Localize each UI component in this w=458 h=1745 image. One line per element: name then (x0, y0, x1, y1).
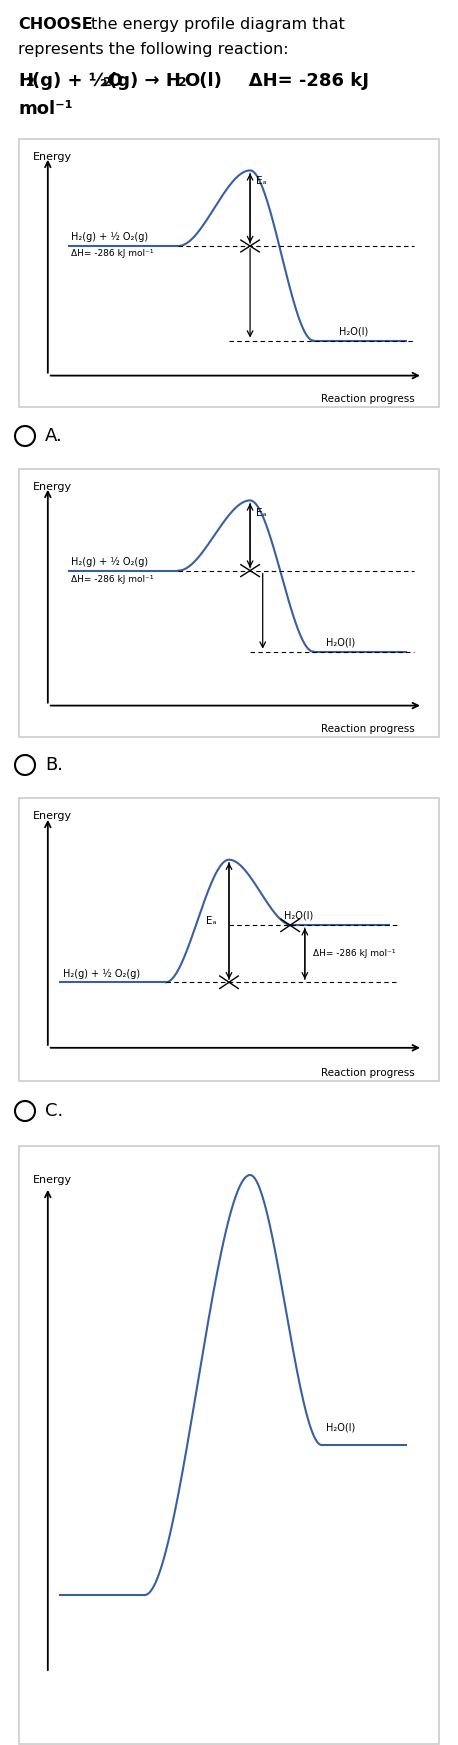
Text: H₂(g) + ½ O₂(g): H₂(g) + ½ O₂(g) (71, 232, 148, 243)
Text: H₂O(l): H₂O(l) (326, 637, 355, 647)
Text: CHOOSE: CHOOSE (18, 17, 93, 31)
Text: H₂O(l): H₂O(l) (284, 911, 313, 921)
Text: H₂(g) + ½ O₂(g): H₂(g) + ½ O₂(g) (63, 968, 140, 979)
Text: ΔH= -286 kJ: ΔH= -286 kJ (230, 72, 369, 91)
Text: Reaction progress: Reaction progress (321, 394, 414, 405)
Text: (g) + ½O: (g) + ½O (32, 72, 123, 91)
Text: O(l): O(l) (184, 72, 222, 91)
Text: Energy: Energy (33, 152, 72, 162)
Text: B.: B. (45, 756, 63, 775)
Text: ΔH= -286 kJ mol⁻¹: ΔH= -286 kJ mol⁻¹ (313, 949, 396, 958)
Text: ΔH= -286 kJ mol⁻¹: ΔH= -286 kJ mol⁻¹ (71, 250, 153, 258)
Text: H₂O(l): H₂O(l) (326, 1422, 355, 1433)
Text: 2: 2 (103, 77, 112, 89)
Text: 2: 2 (178, 77, 187, 89)
Text: (g) → H: (g) → H (109, 72, 181, 91)
Text: Eₐ: Eₐ (256, 508, 267, 518)
Text: Reaction progress: Reaction progress (321, 1068, 414, 1078)
Text: Energy: Energy (33, 1174, 72, 1185)
Text: H: H (18, 72, 33, 91)
Text: Eₐ: Eₐ (256, 176, 267, 185)
Text: A.: A. (45, 428, 63, 445)
Text: H₂(g) + ½ O₂(g): H₂(g) + ½ O₂(g) (71, 557, 148, 567)
Text: Reaction progress: Reaction progress (321, 724, 414, 735)
Text: the energy profile diagram that: the energy profile diagram that (86, 17, 345, 31)
Text: mol⁻¹: mol⁻¹ (18, 99, 73, 119)
Text: ΔH= -286 kJ mol⁻¹: ΔH= -286 kJ mol⁻¹ (71, 574, 153, 583)
Text: represents the following reaction:: represents the following reaction: (18, 42, 289, 58)
Text: 2: 2 (26, 77, 35, 89)
Text: C.: C. (45, 1103, 63, 1120)
Text: H₂O(l): H₂O(l) (338, 326, 368, 337)
Text: Eₐ: Eₐ (206, 916, 216, 927)
Text: Energy: Energy (33, 482, 72, 492)
Text: Energy: Energy (33, 811, 72, 822)
